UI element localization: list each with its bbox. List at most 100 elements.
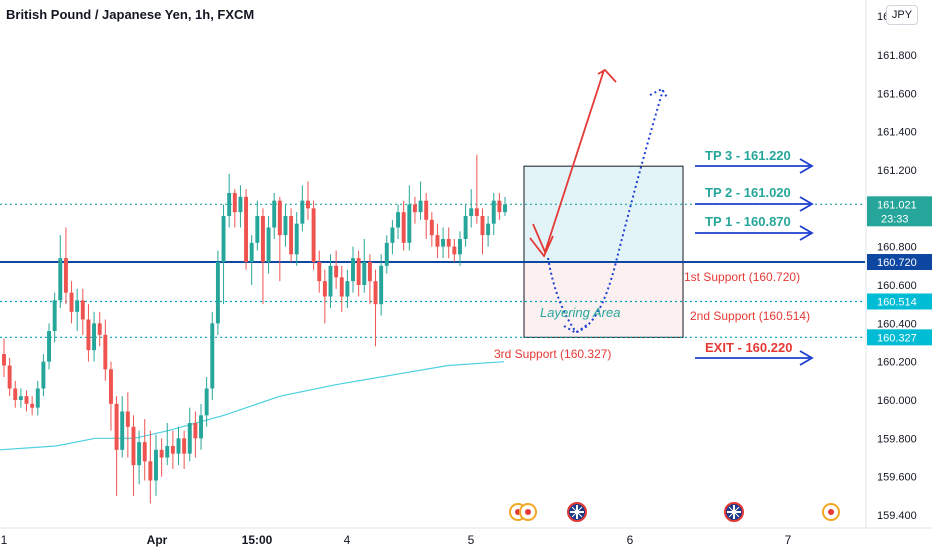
candle-body bbox=[41, 361, 46, 389]
candle-body bbox=[63, 258, 68, 293]
event-marker-dot bbox=[828, 509, 834, 515]
y-tick-label: 160.400 bbox=[877, 318, 917, 330]
candle-body bbox=[396, 212, 401, 228]
candle-body bbox=[283, 216, 288, 236]
y-tick-label: 161.400 bbox=[877, 127, 917, 139]
candle-body bbox=[30, 403, 35, 408]
dotted-top-arrowhead bbox=[649, 87, 669, 100]
y-tick-label: 160.200 bbox=[877, 357, 917, 369]
candle-body bbox=[159, 449, 164, 458]
candle-body bbox=[356, 258, 361, 285]
candle-body bbox=[497, 200, 502, 213]
candle-body bbox=[52, 300, 57, 331]
x-tick-label: 15:00 bbox=[242, 533, 273, 547]
event-marker-dot bbox=[525, 509, 531, 515]
candle-body bbox=[367, 262, 372, 282]
candle-body bbox=[154, 449, 158, 481]
candle-body bbox=[187, 423, 192, 454]
candle-body bbox=[294, 223, 299, 255]
forecast-dotted-path bbox=[547, 89, 664, 334]
y-tick-label: 159.800 bbox=[877, 433, 917, 445]
x-tick-label: 4 bbox=[344, 533, 351, 547]
candle-body bbox=[24, 396, 29, 404]
candle-body bbox=[210, 323, 215, 389]
candle-body bbox=[424, 200, 429, 220]
candle-body bbox=[429, 219, 434, 236]
price-tag-label-2: 160.514 bbox=[877, 296, 917, 308]
annotation-label-1: TP 2 - 161.020 bbox=[705, 185, 791, 200]
candle-body bbox=[137, 442, 142, 466]
y-tick-label: 160.600 bbox=[877, 280, 917, 292]
annotation-label-7: Layering Area bbox=[540, 305, 620, 320]
candle-body bbox=[266, 227, 271, 262]
candle-body bbox=[120, 411, 125, 450]
candle-body bbox=[452, 246, 457, 255]
candle-body bbox=[176, 438, 181, 454]
candle-body bbox=[125, 411, 130, 427]
y-tick-label: 161.200 bbox=[877, 165, 917, 177]
candle-body bbox=[244, 196, 249, 262]
candle-body bbox=[345, 281, 350, 297]
candle-body bbox=[199, 415, 203, 439]
candle-body bbox=[215, 262, 220, 324]
candle-body bbox=[97, 323, 102, 335]
candle-body bbox=[272, 200, 277, 228]
annotation-label-2: TP 1 - 160.870 bbox=[705, 214, 791, 229]
y-tick-label: 160.800 bbox=[877, 242, 917, 254]
x-tick-label: 6 bbox=[627, 533, 634, 547]
candle-body bbox=[441, 239, 446, 247]
candle-body bbox=[418, 200, 423, 213]
candle-body bbox=[148, 461, 153, 481]
x-tick-label: 7 bbox=[785, 533, 792, 547]
candle-body bbox=[114, 403, 119, 450]
candle-body bbox=[373, 281, 378, 305]
candle-body bbox=[75, 300, 80, 312]
candle-body bbox=[108, 369, 113, 404]
price-tag-label-1: 160.720 bbox=[877, 257, 917, 269]
price-tag-3 bbox=[867, 329, 932, 346]
y-tick-label: 161.600 bbox=[877, 88, 917, 100]
candle-body bbox=[249, 242, 254, 262]
candle-body bbox=[351, 258, 355, 282]
candle-body bbox=[80, 300, 85, 320]
uk-flag-diag bbox=[571, 506, 583, 518]
candle-body bbox=[260, 216, 265, 262]
candle-body bbox=[170, 446, 175, 454]
price-tag-label-3: 160.327 bbox=[877, 332, 917, 344]
candle-body bbox=[232, 193, 237, 213]
price-tag-0 bbox=[867, 196, 932, 227]
candle-body bbox=[339, 277, 344, 297]
uk-flag-diag bbox=[728, 506, 740, 518]
annotation-label-3: 1st Support (160.720) bbox=[684, 270, 800, 284]
y-tick-label: 159.400 bbox=[877, 510, 917, 522]
candle-body bbox=[193, 423, 198, 439]
candle-body bbox=[7, 365, 12, 389]
candle-body bbox=[131, 426, 136, 466]
candle-body bbox=[165, 446, 170, 458]
currency-button[interactable]: JPY bbox=[886, 5, 918, 25]
annotation-label-5: 3rd Support (160.327) bbox=[494, 347, 611, 361]
candle-body bbox=[306, 200, 310, 209]
chart-title: British Pound / Japanese Yen, 1h, FXCM bbox=[6, 7, 255, 22]
candle-body bbox=[435, 235, 440, 247]
candle-body bbox=[18, 396, 23, 400]
candle-body bbox=[35, 388, 40, 408]
candle-body bbox=[379, 265, 384, 305]
candle-body bbox=[255, 216, 260, 243]
candle-body bbox=[221, 216, 226, 262]
annotation-label-0: TP 3 - 161.220 bbox=[705, 148, 791, 163]
candle-body bbox=[334, 265, 339, 278]
candle-body bbox=[47, 331, 52, 362]
candle-body bbox=[486, 223, 491, 236]
candle-body bbox=[2, 354, 6, 366]
y-tick-label: 161.800 bbox=[877, 50, 917, 62]
candle-body bbox=[69, 292, 74, 312]
candle-body bbox=[480, 216, 485, 236]
candle-body bbox=[469, 208, 474, 216]
candle-body bbox=[182, 438, 187, 454]
candle-body bbox=[401, 212, 406, 243]
candle-body bbox=[289, 216, 294, 255]
candle-body bbox=[204, 388, 209, 416]
candle-body bbox=[362, 262, 367, 285]
